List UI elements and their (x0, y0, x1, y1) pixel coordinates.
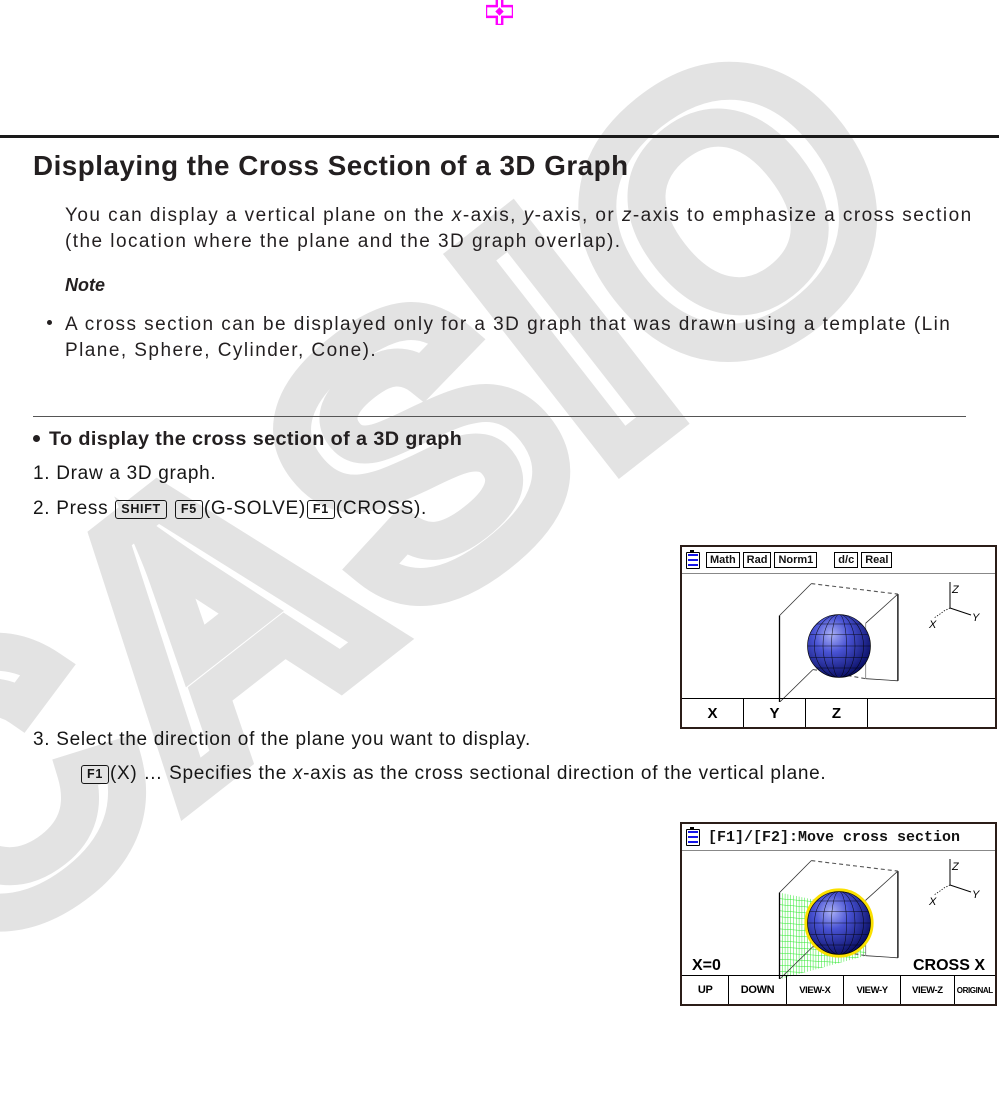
svg-text:Z: Z (951, 861, 960, 873)
svg-text:X: X (928, 896, 937, 908)
svg-text:Z: Z (951, 584, 960, 596)
svg-text:Y: Y (972, 612, 980, 624)
svg-text:X: X (928, 619, 937, 631)
svg-text:Y: Y (972, 889, 980, 901)
